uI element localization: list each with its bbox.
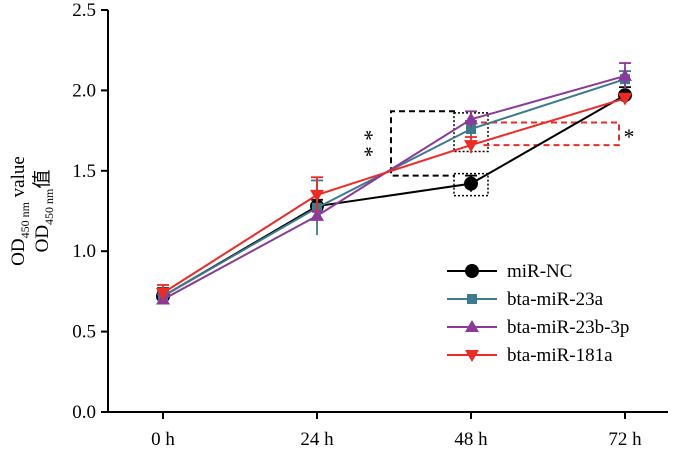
legend-label: bta-miR-23a [507, 289, 604, 310]
highlight-box-nc [453, 172, 489, 197]
data-point [310, 189, 324, 202]
legend-label: bta-miR-181a [507, 345, 613, 366]
data-point [618, 93, 632, 106]
x-tick-label: 72 h [608, 429, 642, 450]
x-tick-label: 24 h [300, 429, 334, 450]
significance-label-single: * [624, 124, 635, 149]
y-tick-label: 2.5 [72, 0, 96, 21]
y-axis-label: OD450 nm value [8, 156, 32, 266]
x-tick-label: 48 h [454, 429, 488, 450]
significance-bracket-black [390, 110, 455, 177]
legend-entry: bta-miR-23a [447, 289, 604, 310]
legend-entry: bta-miR-181a [447, 345, 613, 366]
legend-marker [465, 350, 479, 362]
y-tick-label: 0.0 [72, 402, 96, 423]
data-series [156, 62, 632, 305]
data-point [464, 112, 478, 125]
significance-annotations: * * * [359, 110, 635, 197]
y-tick-label: 1.5 [72, 161, 96, 182]
y-tick-label: 1.0 [72, 241, 96, 262]
significance-bracket-red [481, 121, 620, 147]
legend-entry: bta-miR-23b-3p [447, 317, 629, 338]
data-point [464, 176, 478, 191]
legend: miR-NC bta-miR-23a bta-miR-23b-3p bta-miR-1… [447, 261, 629, 366]
significance-label-double: * * [359, 130, 384, 158]
x-tick-label: 0 h [151, 429, 175, 450]
y-axis-label-line2: OD450 nm值 [31, 170, 56, 253]
legend-marker [467, 294, 477, 304]
y-axis-label-line1: OD450 nm value [8, 156, 32, 266]
series-line [162, 97, 626, 294]
data-point [156, 288, 170, 301]
y-axis-label-cn: OD450 nm值 [31, 170, 56, 253]
legend-marker [465, 320, 479, 332]
y-tick-label: 0.5 [72, 322, 96, 343]
legend-label: miR-NC [507, 261, 572, 282]
data-point [464, 140, 478, 153]
data-point [466, 123, 476, 134]
y-tick-label: 2.0 [72, 80, 96, 101]
data-point [618, 68, 632, 81]
legend-entry: miR-NC [447, 261, 572, 282]
data-point [310, 208, 324, 221]
legend-marker [465, 264, 479, 278]
series-bta-mir-181a [156, 92, 632, 302]
legend-label: bta-miR-23b-3p [507, 317, 629, 338]
series-line [162, 74, 626, 301]
axes: 0.0 0.5 1.0 1.5 2.0 2.5 0 h 24 h 48 h 72 h [72, 0, 668, 450]
